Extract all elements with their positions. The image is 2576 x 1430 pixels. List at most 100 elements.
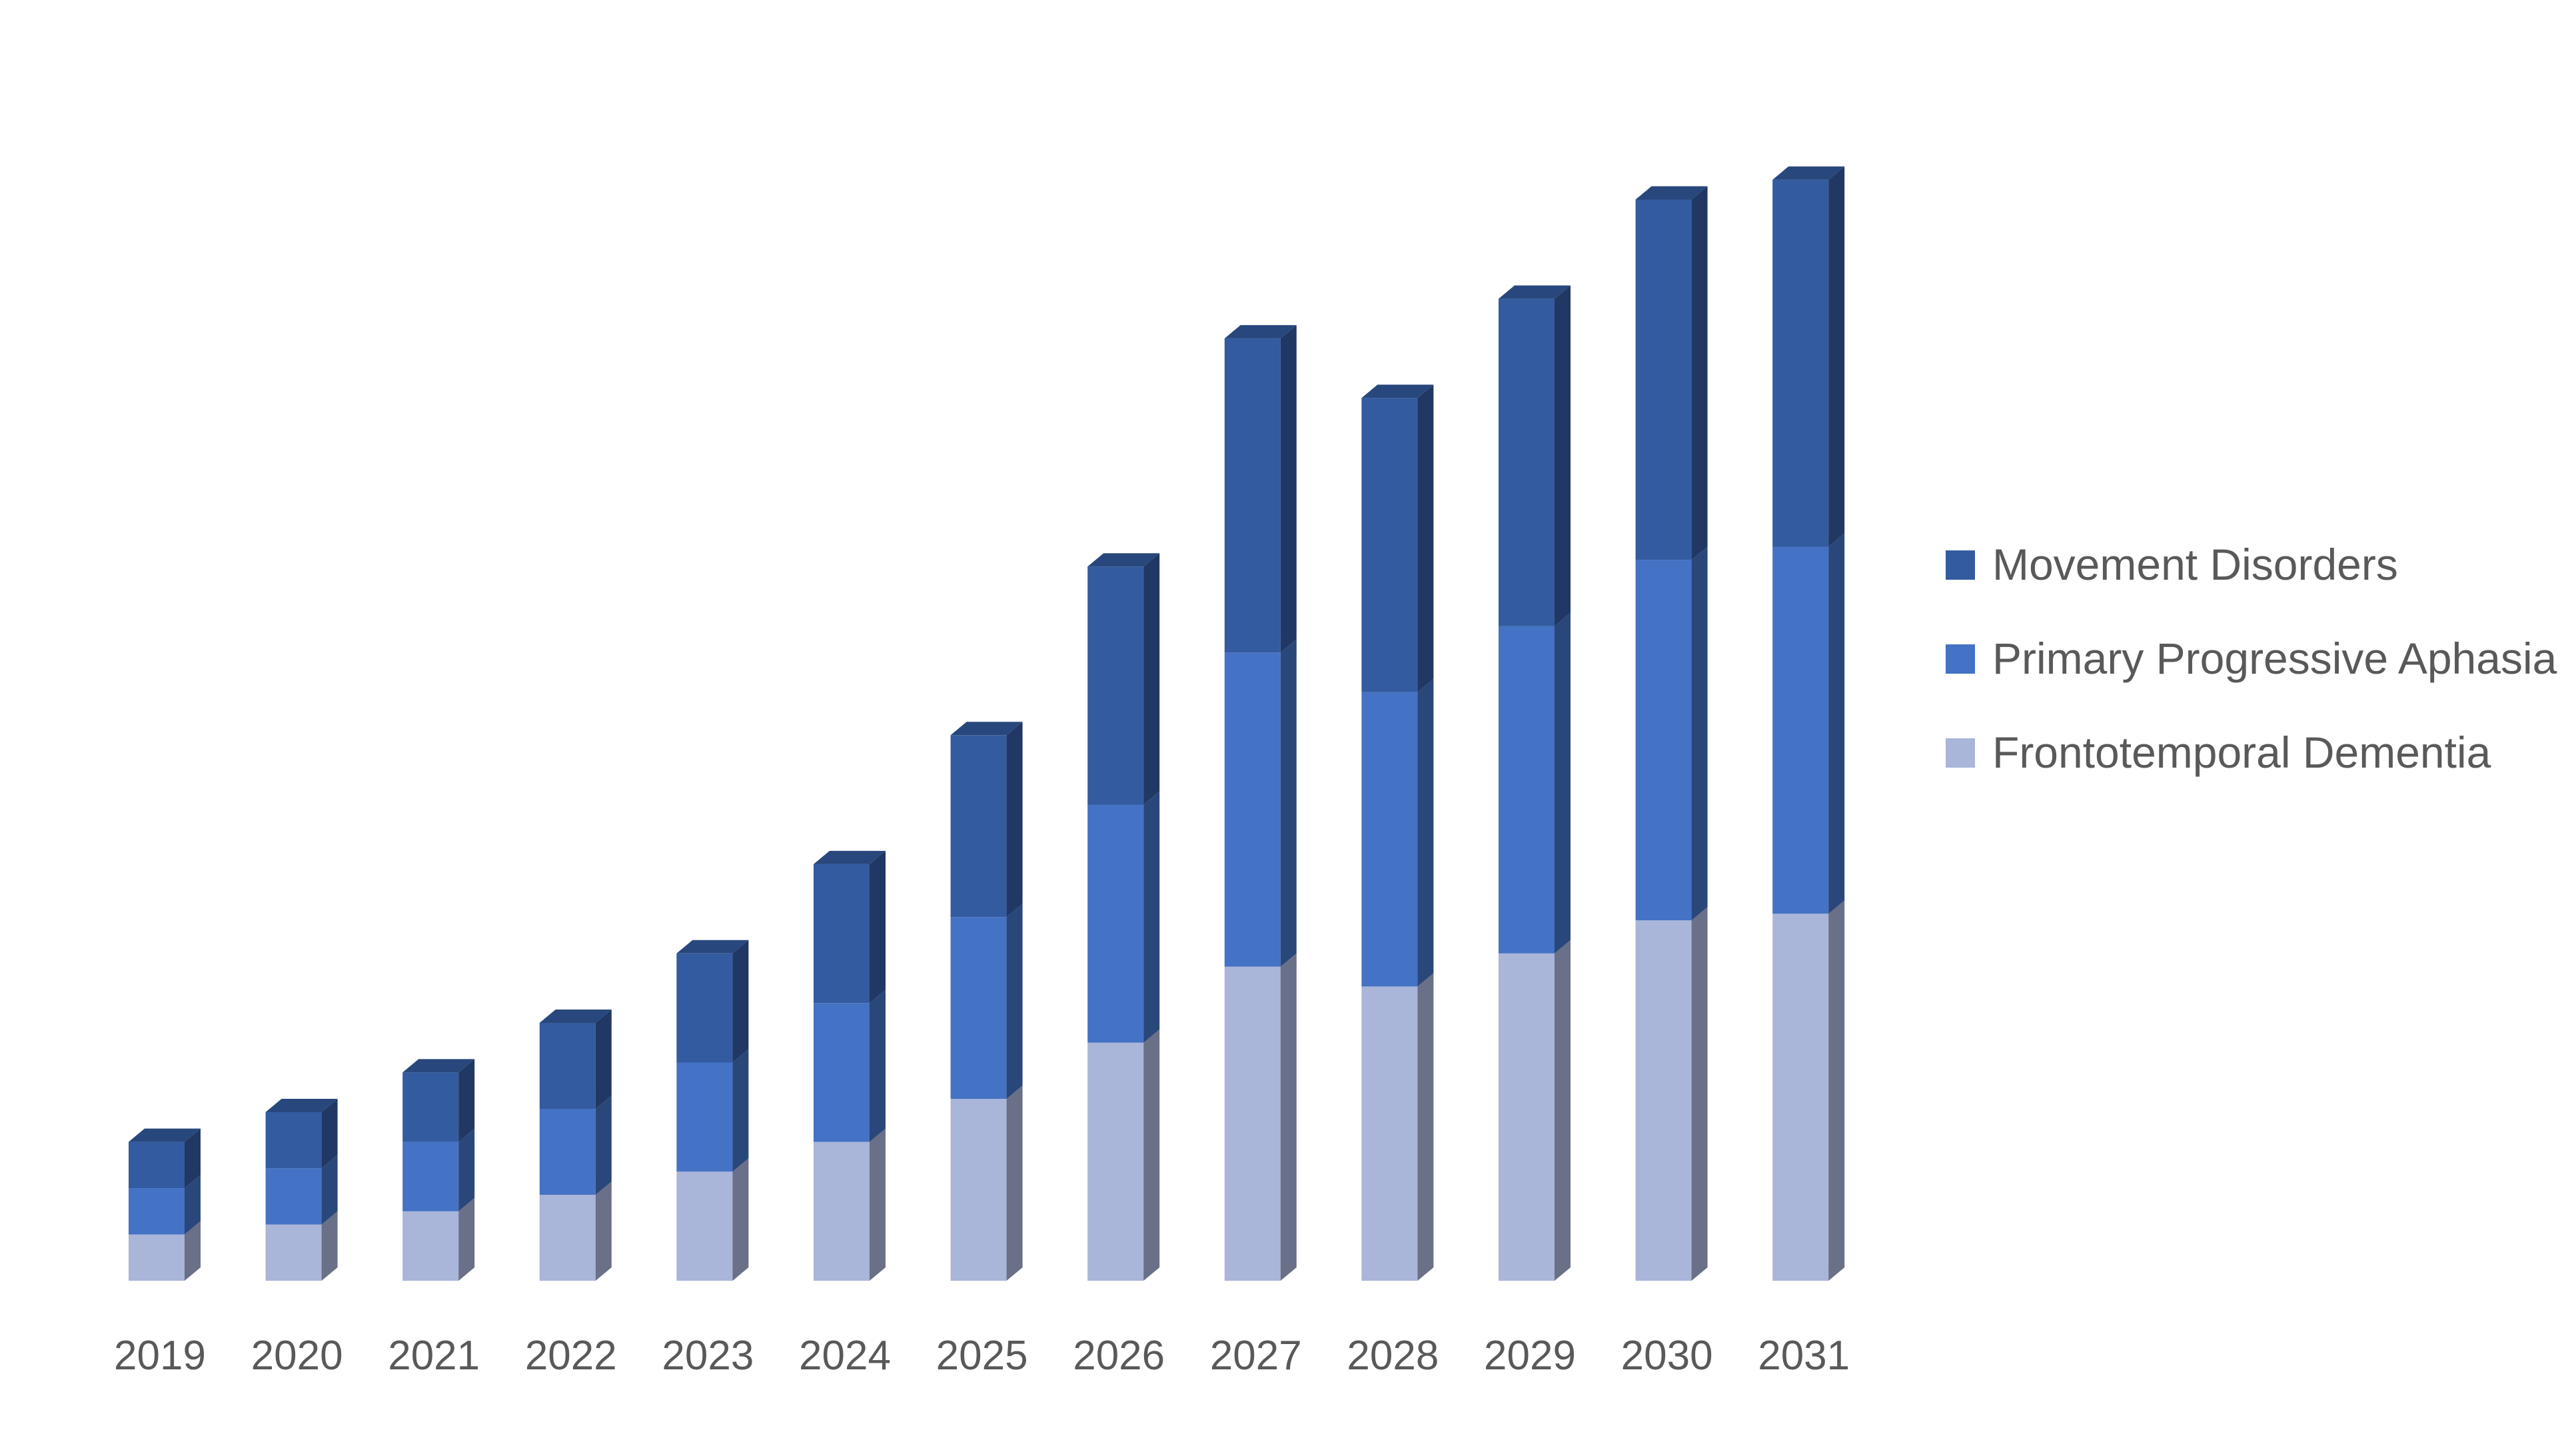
bar-frontotemporal-dementia-2022: [539, 1181, 612, 1281]
bar-front-face: [814, 1003, 870, 1142]
bar-side-face: [185, 1221, 201, 1281]
bar-front-face: [1772, 914, 1829, 1281]
bar-top-face: [814, 850, 886, 864]
bar-top-face: [129, 1128, 201, 1142]
bar-movement-disorders-2026: [1087, 553, 1160, 805]
bar-primary-progressive-aphasia-2030: [1635, 546, 1708, 921]
bar-stack-2023: [676, 940, 749, 1281]
bar-front-face: [1224, 966, 1281, 1281]
bar-primary-progressive-aphasia-2023: [676, 1049, 749, 1172]
bar-front-face: [265, 1224, 322, 1281]
bar-top-face: [1635, 186, 1708, 200]
bar-top-face: [1361, 384, 1434, 398]
bar-front-face: [676, 1171, 733, 1281]
bar-front-face: [814, 1141, 870, 1281]
x-axis-tick-labels: 2019 2020 2021 2022 2023 2024 2025 2026 2027 2028…: [114, 1333, 1850, 1379]
bar-side-face: [1417, 973, 1434, 1281]
bar-side-face: [185, 1175, 201, 1235]
bar-side-face: [321, 1098, 338, 1169]
bar-top-face: [265, 1098, 338, 1112]
bar-stack-2030: [1635, 186, 1708, 1281]
bar-primary-progressive-aphasia-2029: [1499, 612, 1571, 954]
bar-frontotemporal-dementia-2021: [402, 1197, 475, 1281]
bar-top-face: [1772, 166, 1845, 180]
bar-movement-disorders-2027: [1224, 325, 1297, 653]
bar-front-face: [950, 735, 1007, 918]
bar-stack-2020: [265, 1098, 338, 1281]
bar-side-face: [321, 1155, 338, 1225]
bar-frontotemporal-dementia-2025: [950, 1085, 1023, 1281]
bar-stack-2024: [814, 850, 886, 1281]
legend-swatch: [1946, 738, 1975, 768]
bar-side-face: [1006, 1085, 1023, 1281]
bar-side-face: [870, 1128, 886, 1281]
bar-movement-disorders-2030: [1635, 186, 1708, 560]
bar-primary-progressive-aphasia-2024: [814, 990, 886, 1142]
bar-front-face: [265, 1111, 322, 1169]
bar-side-face: [1828, 166, 1845, 547]
bar-side-face: [595, 1181, 612, 1281]
bar-front-face: [1361, 398, 1418, 692]
bar-side-face: [595, 1095, 612, 1195]
x-tick-label-2021: 2021: [388, 1333, 480, 1379]
bar-side-face: [1006, 904, 1023, 1099]
x-tick-label-2020: 2020: [251, 1333, 343, 1379]
x-tick-label-2022: 2022: [525, 1333, 617, 1379]
bar-primary-progressive-aphasia-2027: [1224, 639, 1297, 967]
bars-group: [129, 166, 1845, 1281]
bar-front-face: [1087, 566, 1144, 805]
bar-primary-progressive-aphasia-2025: [950, 904, 1023, 1099]
legend: Movement Disorders Primary Progressive Ap…: [1946, 540, 2557, 777]
bar-stack-2021: [402, 1059, 475, 1281]
bar-frontotemporal-dementia-2020: [265, 1211, 338, 1281]
bar-stack-2025: [950, 722, 1023, 1281]
bar-primary-progressive-aphasia-2020: [265, 1155, 338, 1225]
bar-primary-progressive-aphasia-2019: [129, 1175, 201, 1235]
bar-front-face: [1224, 338, 1281, 653]
bar-frontotemporal-dementia-2024: [814, 1128, 886, 1281]
bar-primary-progressive-aphasia-2022: [539, 1095, 612, 1195]
x-tick-label-2024: 2024: [799, 1333, 891, 1379]
bar-side-face: [1555, 612, 1571, 954]
bar-top-face: [950, 722, 1023, 736]
bar-movement-disorders-2023: [676, 940, 749, 1063]
bar-side-face: [1417, 384, 1434, 692]
bar-front-face: [129, 1188, 185, 1235]
legend-label: Movement Disorders: [1992, 540, 2398, 589]
bar-front-face: [402, 1141, 459, 1211]
bar-front-face: [676, 953, 733, 1063]
bar-side-face: [1143, 791, 1160, 1043]
bar-front-face: [1635, 920, 1692, 1281]
x-tick-label-2027: 2027: [1210, 1333, 1302, 1379]
bar-stack-2028: [1361, 384, 1434, 1281]
bar-frontotemporal-dementia-2030: [1635, 907, 1708, 1281]
bar-stack-2029: [1499, 285, 1571, 1281]
bar-frontotemporal-dementia-2027: [1224, 953, 1297, 1281]
bar-front-face: [402, 1211, 459, 1281]
bar-side-face: [1555, 940, 1571, 1281]
legend-label: Frontotemporal Dementia: [1992, 728, 2491, 777]
bar-front-face: [1087, 1042, 1144, 1281]
bar-movement-disorders-2028: [1361, 384, 1434, 692]
x-tick-label-2030: 2030: [1621, 1333, 1713, 1379]
bar-front-face: [1499, 299, 1555, 626]
bar-front-face: [814, 864, 870, 1004]
bar-side-face: [1143, 553, 1160, 805]
bar-front-face: [402, 1072, 459, 1142]
bar-side-face: [1691, 546, 1708, 921]
bar-side-face: [1828, 533, 1845, 914]
bar-side-face: [1280, 639, 1297, 967]
x-tick-label-2028: 2028: [1347, 1333, 1439, 1379]
bar-front-face: [265, 1168, 322, 1225]
bar-side-face: [458, 1059, 475, 1142]
bar-primary-progressive-aphasia-2028: [1361, 678, 1434, 987]
bar-side-face: [321, 1211, 338, 1281]
bar-top-face: [676, 940, 749, 954]
bar-front-face: [1361, 986, 1418, 1281]
bar-side-face: [732, 940, 749, 1063]
bar-top-face: [1087, 553, 1160, 567]
bar-frontotemporal-dementia-2028: [1361, 973, 1434, 1281]
bar-movement-disorders-2022: [539, 1009, 612, 1109]
bar-movement-disorders-2019: [129, 1128, 201, 1189]
